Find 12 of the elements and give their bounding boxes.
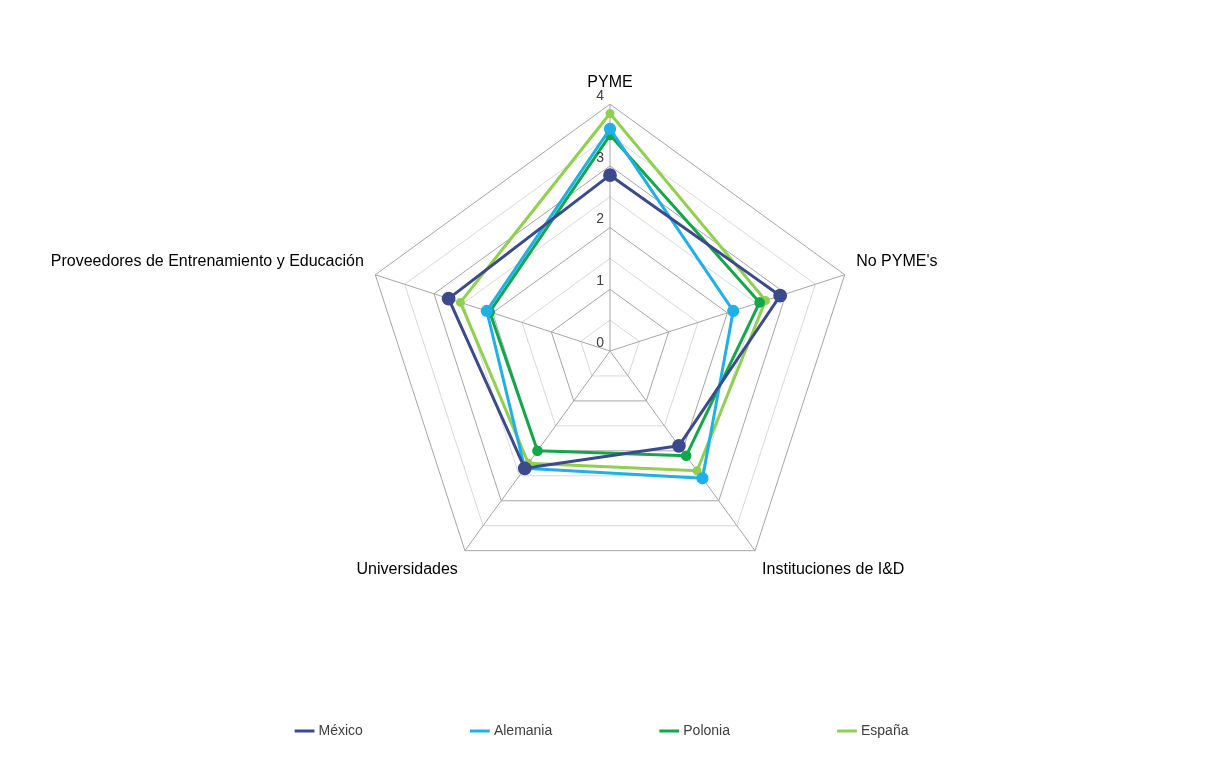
- y-tick-label: 0: [596, 333, 605, 350]
- y-tick-label: 3: [596, 148, 605, 165]
- legend-label: España: [860, 721, 909, 738]
- y-tick-label: 1: [596, 272, 605, 289]
- legend-label: Polonia: [683, 721, 731, 738]
- legend-label: México: [318, 721, 364, 738]
- spoke-label: Proveedores de Entrenamiento y Educación: [50, 251, 364, 269]
- spoke-label: No PYME's: [856, 251, 938, 269]
- spoke-label: Universidades: [356, 560, 458, 578]
- spoke-label: Instituciones de I&D: [762, 560, 905, 578]
- legend-label: Alemania: [493, 721, 553, 738]
- y-tick-label: 2: [596, 210, 605, 227]
